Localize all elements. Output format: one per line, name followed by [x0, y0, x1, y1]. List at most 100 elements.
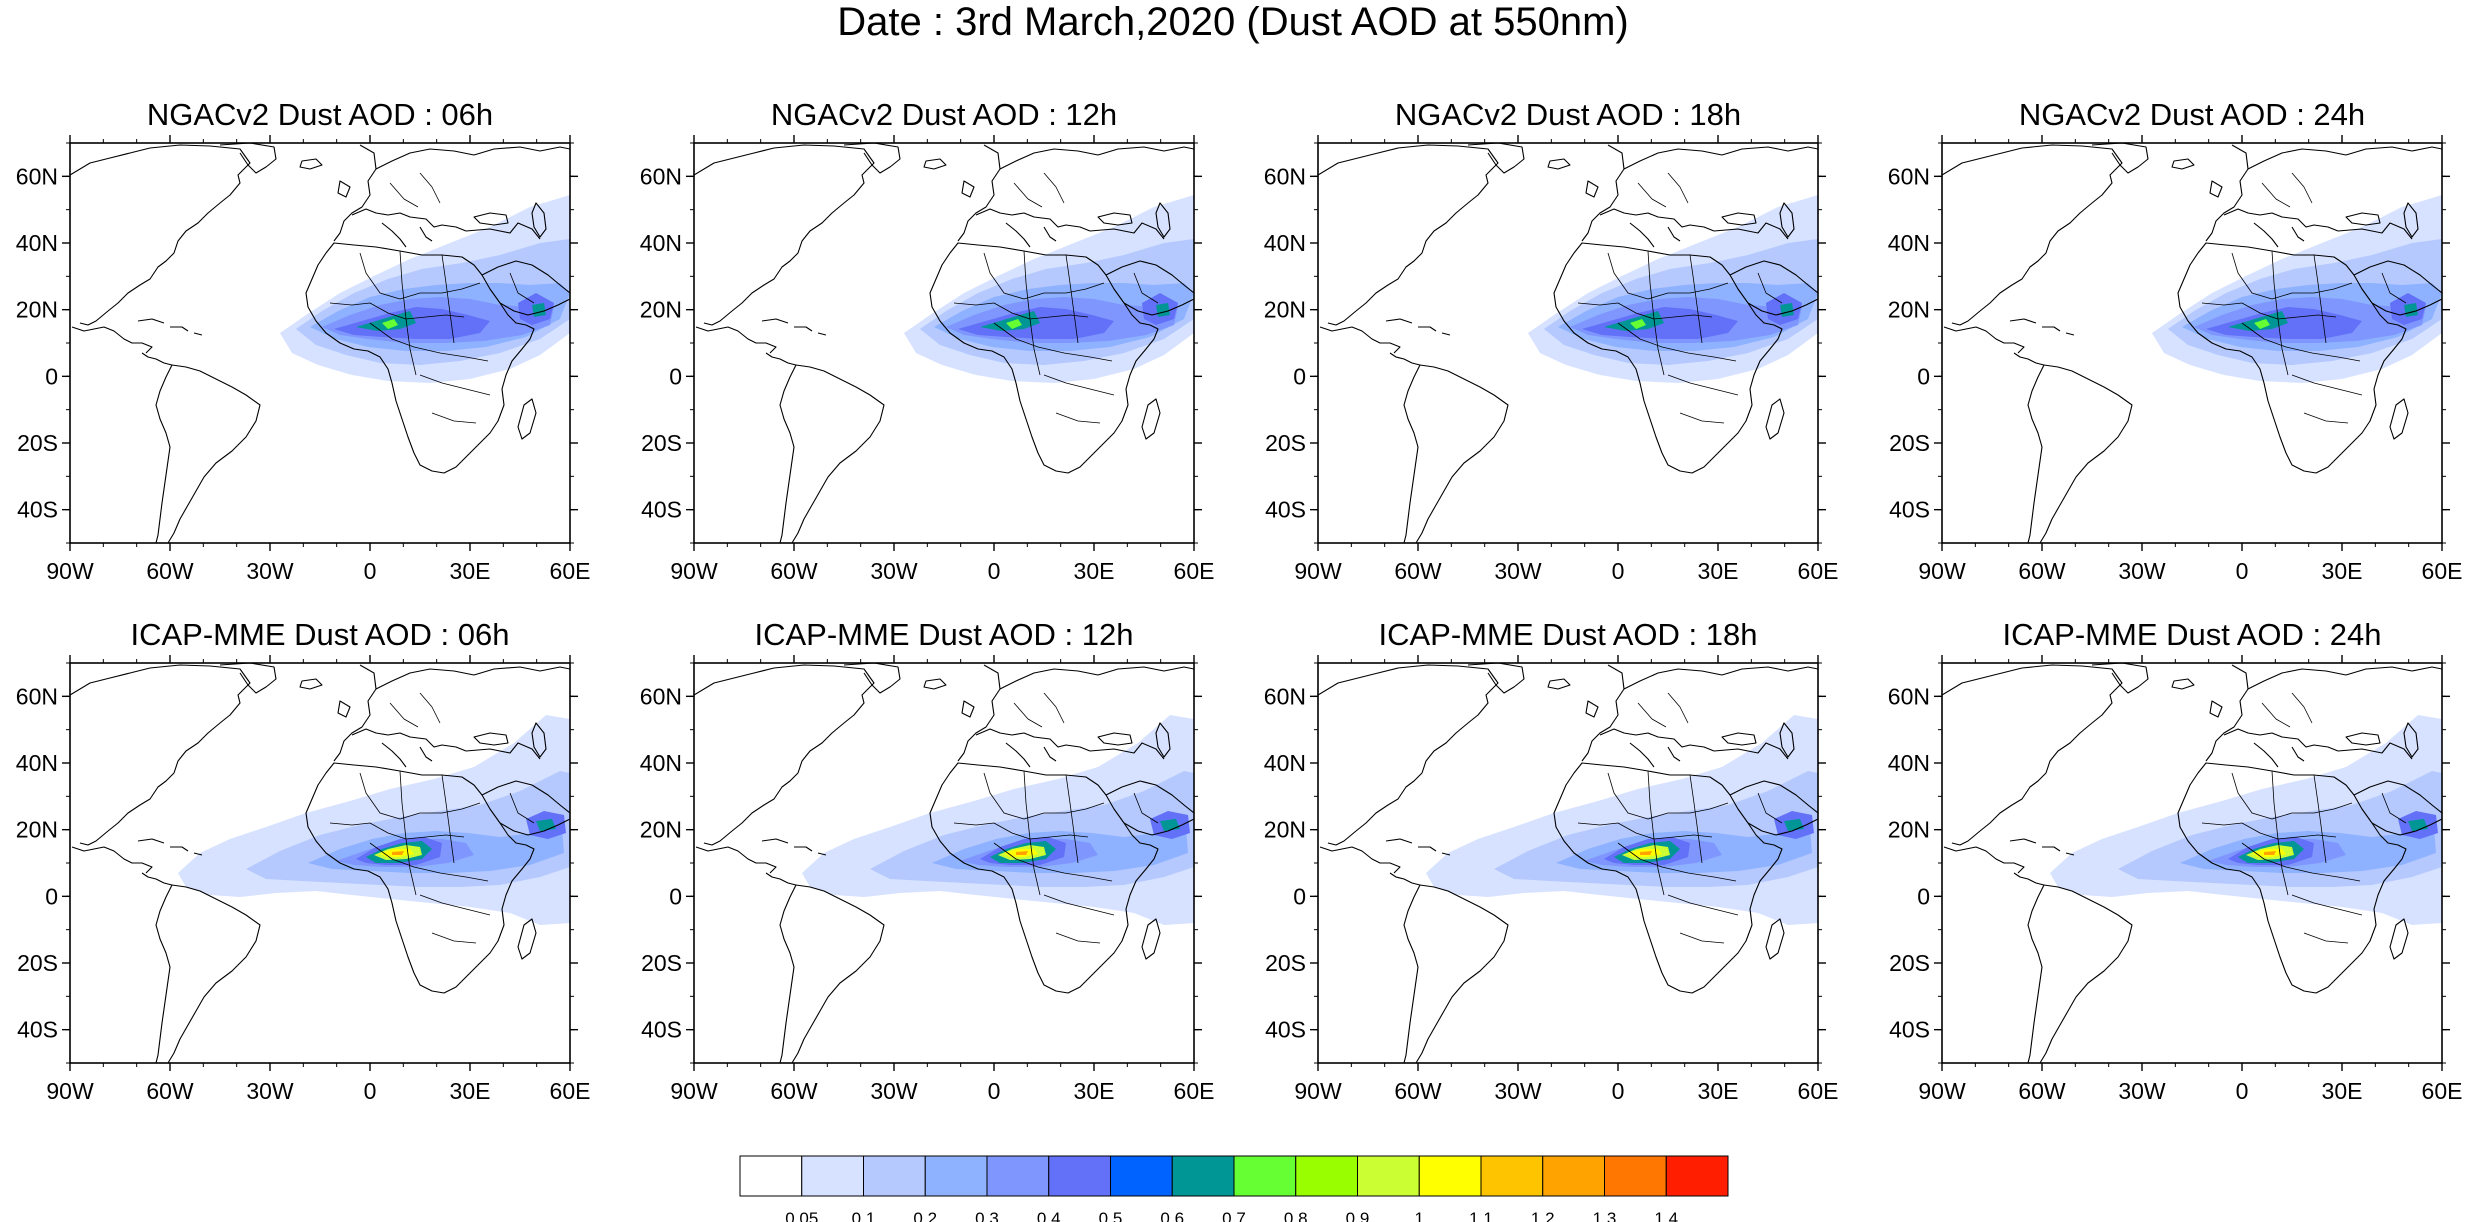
lon-tick-label: 90W: [1294, 558, 1342, 584]
colorbar-swatch: [1295, 1155, 1358, 1197]
map-panel: ICAP-MME Dust AOD : 18h 60N 40N 20N 0 20S 40S 9…: [1264, 617, 1839, 1104]
colorbar-swatch: [986, 1155, 1050, 1197]
lon-tick-label: 0: [364, 558, 377, 584]
lon-tick-label: 0: [2236, 1078, 2249, 1104]
lon-tick-label: 60W: [1394, 558, 1442, 584]
lat-tick-label: 20S: [641, 430, 682, 456]
colorbar-swatch: [801, 1155, 864, 1197]
lat-tick-label: 60N: [16, 163, 58, 189]
lon-tick-label: 30W: [246, 1078, 294, 1104]
lon-tick-label: 30E: [450, 1078, 491, 1104]
panel-title: ICAP-MME Dust AOD : 12h: [755, 617, 1134, 652]
lon-tick-label: 0: [988, 558, 1001, 584]
lat-tick-label: 60N: [16, 683, 58, 709]
lat-tick-label: 60N: [640, 683, 682, 709]
lon-tick-label: 90W: [670, 1078, 718, 1104]
lat-tick-label: 40N: [1888, 230, 1930, 256]
colorbar-swatch: [1110, 1155, 1173, 1197]
map-area: [1942, 663, 2442, 1063]
lat-tick-label: 40N: [16, 750, 58, 776]
lon-tick-label: 30W: [246, 558, 294, 584]
lat-tick-label: 20N: [1264, 817, 1306, 843]
map-panel: NGACv2 Dust AOD : 12h 60N 40N 20N 0 20S 40S 90W…: [640, 97, 1215, 584]
panels-layer: NGACv2 Dust AOD : 06h 60N 40N 20N 0 20S 40S 90W…: [16, 97, 2463, 1104]
panel-title: NGACv2 Dust AOD : 24h: [2019, 97, 2365, 132]
map-panel: NGACv2 Dust AOD : 18h 60N 40N 20N 0 20S 40S 90W…: [1264, 97, 1839, 584]
lon-tick-label: 60E: [550, 1078, 591, 1104]
lon-tick-label: 30E: [1698, 1078, 1739, 1104]
lon-tick-label: 90W: [46, 1078, 94, 1104]
lon-tick-label: 90W: [1294, 1078, 1342, 1104]
map-area: [70, 663, 570, 1063]
colorbar-label: 1.2: [1531, 1209, 1555, 1222]
lat-tick-label: 20S: [1265, 430, 1306, 456]
lon-tick-label: 60W: [770, 1078, 818, 1104]
colorbar-swatch: [1233, 1155, 1297, 1197]
lon-tick-label: 0: [988, 1078, 1001, 1104]
lat-tick-label: 60N: [1888, 163, 1930, 189]
lat-tick-label: 40S: [17, 1017, 58, 1043]
lon-tick-label: 30W: [870, 558, 918, 584]
lon-tick-label: 90W: [1918, 558, 1966, 584]
colorbar-label: 0.4: [1037, 1209, 1061, 1222]
lat-tick-label: 0: [669, 363, 682, 389]
colorbar-swatch: [924, 1155, 988, 1197]
map-area: [694, 663, 1194, 1063]
map-area: [1318, 663, 1818, 1063]
lon-tick-label: 0: [2236, 558, 2249, 584]
lat-tick-label: 40S: [641, 497, 682, 523]
lat-tick-label: 20S: [17, 430, 58, 456]
lon-tick-label: 60W: [2018, 558, 2066, 584]
lat-tick-label: 40N: [16, 230, 58, 256]
lat-tick-label: 20N: [1888, 297, 1930, 323]
map-panel: ICAP-MME Dust AOD : 06h 60N 40N 20N 0 20S 40S 9…: [16, 617, 591, 1104]
colorbar-swatch: [1542, 1155, 1605, 1197]
lat-tick-label: 20N: [640, 817, 682, 843]
lon-tick-label: 30W: [2118, 1078, 2166, 1104]
lon-tick-label: 90W: [46, 558, 94, 584]
panel-title: NGACv2 Dust AOD : 06h: [147, 97, 493, 132]
lon-tick-label: 90W: [1918, 1078, 1966, 1104]
lat-tick-label: 0: [1293, 883, 1306, 909]
panel-title: NGACv2 Dust AOD : 12h: [771, 97, 1117, 132]
colorbar-label: 1.4: [1654, 1209, 1678, 1222]
colorbar-swatch: [1418, 1155, 1482, 1197]
lon-tick-label: 30W: [1494, 1078, 1542, 1104]
colorbar: 0.05 0.1 0.2 0.3 0.4 0.5 0.6 0.7 0.8 0.9 1 1.1 1.2 1.…: [739, 1155, 1729, 1222]
lon-tick-label: 60E: [2422, 1078, 2463, 1104]
lon-tick-label: 90W: [670, 558, 718, 584]
map-area: [694, 143, 1194, 543]
lon-tick-label: 30E: [450, 558, 491, 584]
lon-tick-label: 60E: [550, 558, 591, 584]
lat-tick-label: 0: [669, 883, 682, 909]
lat-tick-label: 40N: [1264, 750, 1306, 776]
lon-tick-label: 30W: [1494, 558, 1542, 584]
lon-tick-label: 30W: [870, 1078, 918, 1104]
panel-title: ICAP-MME Dust AOD : 06h: [131, 617, 510, 652]
colorbar-label: 1.3: [1593, 1209, 1617, 1222]
panel-title: ICAP-MME Dust AOD : 24h: [2003, 617, 2382, 652]
lat-tick-label: 40S: [641, 1017, 682, 1043]
lat-tick-label: 0: [45, 883, 58, 909]
lat-tick-label: 60N: [1264, 163, 1306, 189]
map-panel: ICAP-MME Dust AOD : 24h 60N 40N 20N 0 20S 40S 9…: [1888, 617, 2463, 1104]
lat-tick-label: 20N: [1264, 297, 1306, 323]
lat-tick-label: 20S: [17, 950, 58, 976]
lon-tick-label: 0: [364, 1078, 377, 1104]
lon-tick-label: 60W: [146, 558, 194, 584]
lat-tick-label: 40S: [1889, 497, 1930, 523]
lon-tick-label: 60E: [2422, 558, 2463, 584]
map-area: [1942, 143, 2442, 543]
panel-title: NGACv2 Dust AOD : 18h: [1395, 97, 1741, 132]
colorbar-label: 0.05: [785, 1209, 818, 1222]
lon-tick-label: 30E: [2322, 558, 2363, 584]
lat-tick-label: 40S: [17, 497, 58, 523]
colorbar-label: 1: [1415, 1209, 1424, 1222]
map-panel: ICAP-MME Dust AOD : 12h 60N 40N 20N 0 20S 40S 9…: [640, 617, 1215, 1104]
lon-tick-label: 30W: [2118, 558, 2166, 584]
lat-tick-label: 20S: [1889, 950, 1930, 976]
lat-tick-label: 40S: [1265, 1017, 1306, 1043]
lon-tick-label: 30E: [1698, 558, 1739, 584]
lat-tick-label: 20S: [1889, 430, 1930, 456]
colorbar-label: 0.6: [1160, 1209, 1184, 1222]
